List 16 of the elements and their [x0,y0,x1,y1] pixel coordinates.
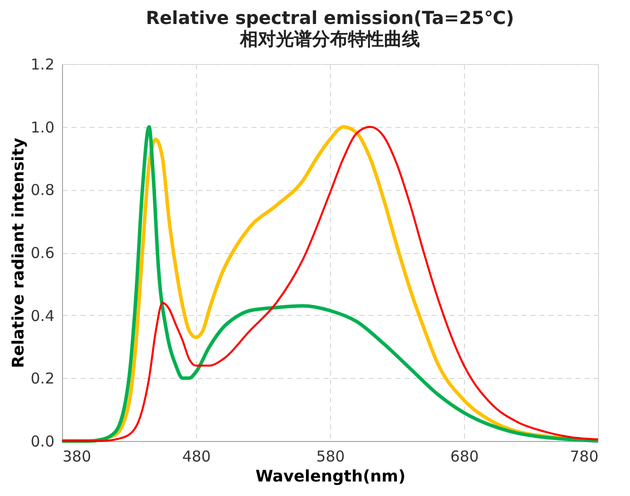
y-tick-label: 0.8 [30,181,54,200]
chart-title: Relative spectral emission(Ta=25℃) [146,8,514,29]
x-tick-label: 380 [62,448,92,466]
x-tick-label: 780 [570,448,598,466]
x-tick-label: 580 [316,448,345,466]
y-tick-label: 1.2 [30,56,54,74]
y-tick-label: 0.0 [30,432,54,450]
x-axis-title: Wavelength(nm) [255,466,406,486]
y-tick-label: 1.0 [30,118,54,136]
x-tick-label: 680 [450,448,479,466]
chart-subtitle: 相对光谱分布特性曲线 [239,29,420,50]
y-tick-label: 0.2 [30,370,54,388]
y-tick-label: 0.6 [30,244,54,262]
x-tick-label: 480 [182,448,211,466]
y-axis-title: Relative radiant intensity [8,137,28,368]
y-tick-label: 0.4 [30,306,54,325]
